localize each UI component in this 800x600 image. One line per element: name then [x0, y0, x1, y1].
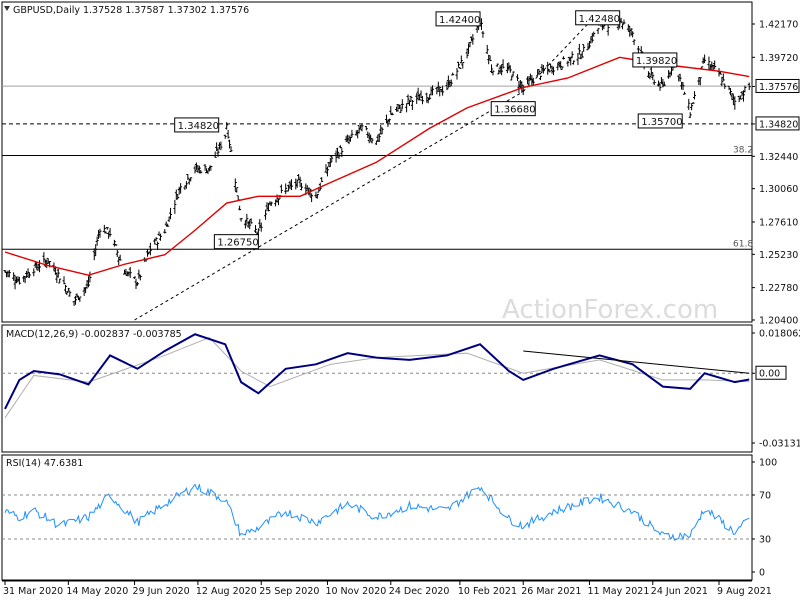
fib-level-label: 38.2: [733, 145, 753, 155]
grid-layer: [2, 21, 755, 585]
price-annotation-label: 1.42400: [439, 15, 480, 26]
rsi-tick-label: 70: [759, 491, 771, 502]
price-tick-label: 1.34820: [759, 119, 798, 130]
watermark-text: ActionForex.com: [502, 295, 718, 325]
price-annotation-label: 1.36680: [494, 105, 535, 116]
price-tick-label: 1.39720: [759, 53, 798, 64]
rsi-header-text: RSI(14) 47.6381: [6, 458, 83, 469]
macd-tick-label: 0.018062: [759, 329, 800, 340]
price-annotation-label: 1.35700: [641, 117, 682, 128]
price-tick-label: 1.42170: [759, 20, 798, 31]
time-tick-label: 24 Jun 2021: [651, 586, 708, 597]
time-tick-label: 10 Nov 2020: [325, 586, 386, 597]
price-tick-label: 1.32440: [759, 152, 798, 163]
price-annotation-label: 1.42480: [579, 14, 620, 25]
text-layer: ActionForex.com GBPUSD,Daily 1.37528 1.37…: [3, 5, 800, 597]
rsi-line: [4, 483, 750, 541]
time-tick-label: 14 May 2020: [66, 586, 128, 597]
price-tick-label: 1.37576: [759, 82, 798, 93]
time-tick-label: 11 May 2021: [587, 586, 649, 597]
rsi-tick-label: 0: [759, 568, 765, 579]
macd-line: [4, 333, 750, 410]
macd-tick-label: -0.031313: [759, 439, 800, 450]
level-box: [755, 116, 800, 131]
moving-average-line: [4, 56, 750, 276]
trendline: [522, 21, 590, 92]
symbol-arrow-icon: [4, 6, 10, 11]
price-tick-label: 1.22780: [759, 283, 798, 294]
price-annotation-box: [435, 11, 481, 27]
time-tick-label: 24 Dec 2020: [389, 586, 450, 597]
last-price-box: [755, 78, 800, 93]
marks-layer: [3, 13, 751, 541]
price-annotation-box: [637, 113, 683, 129]
price-tick-label: 1.30060: [759, 184, 798, 195]
rsi-tick-label: 100: [759, 458, 777, 469]
price-annotation-label: 1.39820: [636, 56, 677, 67]
time-tick-label: 12 Aug 2020: [196, 586, 257, 597]
price-annotation-box: [575, 10, 621, 26]
background-layer: [1, 1, 753, 582]
price-annotation-box: [490, 101, 536, 117]
fib-level-label: 61.8: [733, 239, 753, 249]
macd-header-text: MACD(12,26,9) -0.002837 -0.003785: [6, 329, 182, 340]
price-annotation-label: 1.34820: [178, 121, 219, 132]
time-tick-label: 26 Mar 2021: [521, 586, 581, 597]
price-header-text: GBPUSD,Daily 1.37528 1.37587 1.37302 1.3…: [13, 5, 249, 16]
time-tick-label: 10 Feb 2021: [458, 586, 517, 597]
macd-tick-label: 0.00: [759, 369, 780, 380]
time-tick-label: 29 Jun 2020: [133, 586, 190, 597]
price-tick-label: 1.20400: [759, 316, 798, 327]
rsi-tick-label: 30: [759, 535, 771, 546]
price-tick-label: 1.27610: [759, 217, 798, 228]
time-tick-label: 9 Aug 2021: [717, 586, 772, 597]
price-annotation-box: [213, 234, 259, 250]
price-annotation-box: [174, 117, 220, 133]
price-annotation-box: [632, 52, 678, 68]
time-tick-label: 31 Mar 2020: [3, 586, 63, 597]
price-tick-label: 1.25230: [759, 250, 798, 261]
macd-value-box: [755, 365, 787, 380]
macd-panel-frame: [1, 324, 753, 453]
macd-signal-line: [4, 337, 750, 419]
macd-trendline: [523, 350, 750, 374]
time-tick-label: 25 Sep 2020: [259, 586, 319, 597]
price-annotation-label: 1.26750: [217, 238, 258, 249]
